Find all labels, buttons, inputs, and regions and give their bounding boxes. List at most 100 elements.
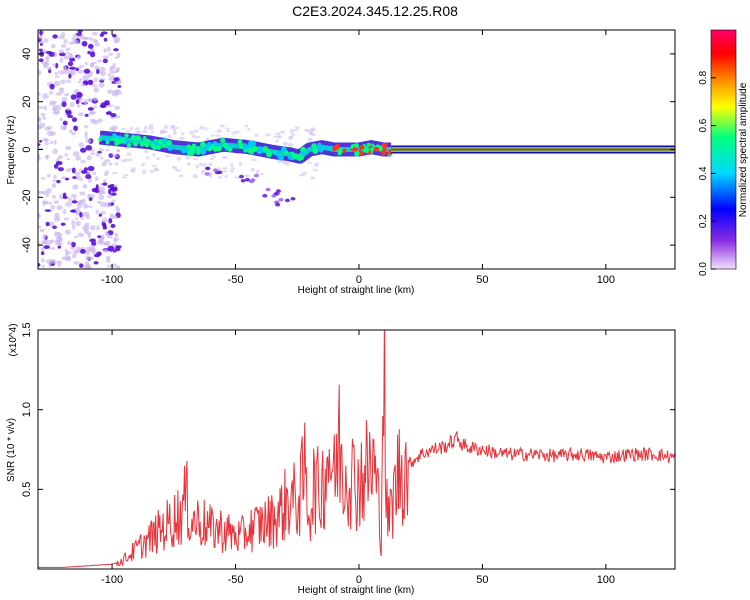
branch-point xyxy=(217,170,223,175)
scatter-point xyxy=(226,129,231,133)
scatter-point xyxy=(78,112,84,117)
scatter-point xyxy=(69,102,75,108)
scatter-point xyxy=(113,238,118,243)
scatter-point xyxy=(66,240,72,246)
scatter-point xyxy=(89,238,97,243)
ridge-point xyxy=(222,142,229,149)
scatter-point xyxy=(277,135,282,139)
scatter-point xyxy=(83,68,91,74)
scatter-point xyxy=(275,139,279,143)
scatter-point xyxy=(74,217,78,220)
scatter-point xyxy=(114,154,119,158)
scatter-point xyxy=(49,247,56,250)
ridge-point xyxy=(311,143,317,149)
scatter-point xyxy=(113,70,118,74)
scatter-point xyxy=(54,212,60,219)
branch-point xyxy=(284,198,290,203)
scatter-point xyxy=(85,266,90,269)
scatter-point xyxy=(192,174,198,179)
scatter-point xyxy=(102,55,109,59)
scatter-point xyxy=(71,167,76,174)
ridge-point xyxy=(252,146,258,152)
scatter-point xyxy=(73,125,79,132)
scatter-point xyxy=(93,86,99,93)
scatter-point xyxy=(38,155,41,162)
scatter-point xyxy=(71,224,76,230)
scatter-point xyxy=(82,74,90,81)
x-tick-label: 0 xyxy=(356,274,362,286)
scatter-point xyxy=(97,235,102,238)
scatter-point xyxy=(106,232,110,238)
x-tick-label: 100 xyxy=(597,574,615,586)
ridge-point xyxy=(105,140,110,145)
scatter-point xyxy=(217,167,221,172)
scatter-point xyxy=(56,104,62,111)
scatter-point xyxy=(61,176,66,179)
ridge-point xyxy=(215,146,220,151)
ridge-point xyxy=(237,139,243,145)
scatter-point xyxy=(71,241,76,248)
scatter-point xyxy=(124,158,130,162)
scatter-point xyxy=(38,106,44,109)
scatter-point xyxy=(62,209,67,215)
scatter-point xyxy=(99,202,107,208)
y-tick-label: 1.5 xyxy=(21,322,33,337)
scatter-point xyxy=(43,105,48,111)
scatter-point xyxy=(87,107,94,111)
scatter-point xyxy=(98,186,106,192)
branch-point xyxy=(275,202,281,207)
scatter-point xyxy=(77,232,85,237)
scatter-point xyxy=(103,160,108,164)
scatter-point xyxy=(66,109,72,116)
scatter-point xyxy=(230,131,237,135)
scatter-point xyxy=(105,111,112,115)
ridge-point xyxy=(181,149,186,154)
scatter-point xyxy=(291,133,296,137)
scatter-point xyxy=(97,59,103,63)
scatter-point xyxy=(195,164,200,169)
scatter-point xyxy=(250,167,255,172)
snr-multiplier: (x10^4) xyxy=(8,323,19,356)
snr-axes: -100 -50 0 50 100 0.5 1.0 1.5 xyxy=(21,322,675,586)
scatter-point xyxy=(167,134,172,139)
scatter-point xyxy=(126,152,132,157)
scatter-point xyxy=(87,79,94,86)
scatter-point xyxy=(110,183,115,187)
y-tick-label: 1.0 xyxy=(21,402,33,417)
scatter-point xyxy=(85,250,90,256)
scatter-point xyxy=(110,202,115,206)
scatter-point xyxy=(79,211,83,218)
scatter-point xyxy=(46,173,51,178)
scatter-point xyxy=(106,257,111,261)
scatter-point xyxy=(154,167,159,171)
scatter-point xyxy=(75,67,79,72)
scatter-point xyxy=(47,221,55,227)
scatter-point xyxy=(85,255,91,261)
ridge-point xyxy=(139,141,145,147)
scatter-point xyxy=(78,263,84,268)
scatter-point xyxy=(108,52,114,56)
branch-point xyxy=(253,173,259,178)
ridge-point xyxy=(281,146,287,152)
scatter-point xyxy=(80,249,86,254)
scatter-point xyxy=(115,246,121,252)
scatter-point xyxy=(70,209,76,213)
scatter-point xyxy=(95,184,99,190)
scatter-point xyxy=(94,42,101,47)
scatter-point xyxy=(58,87,65,90)
scatter-point xyxy=(53,139,57,145)
scatter-point xyxy=(110,113,117,118)
scatter-point xyxy=(109,213,115,220)
scatter-point xyxy=(97,239,103,244)
scatter-point xyxy=(287,143,294,147)
ridge-point xyxy=(116,140,121,145)
scatter-point xyxy=(280,130,286,134)
scatter-point xyxy=(84,113,89,117)
ridge-point xyxy=(373,146,380,152)
scatter-point xyxy=(103,173,108,177)
spectrogram-panel: -100 -50 0 50 100 -40 -20 0 20 40 Height of strai… xyxy=(6,29,676,296)
scatter-point xyxy=(42,93,49,99)
scatter-point xyxy=(51,183,57,189)
scatter-point xyxy=(259,172,264,175)
branch-point xyxy=(240,178,246,183)
